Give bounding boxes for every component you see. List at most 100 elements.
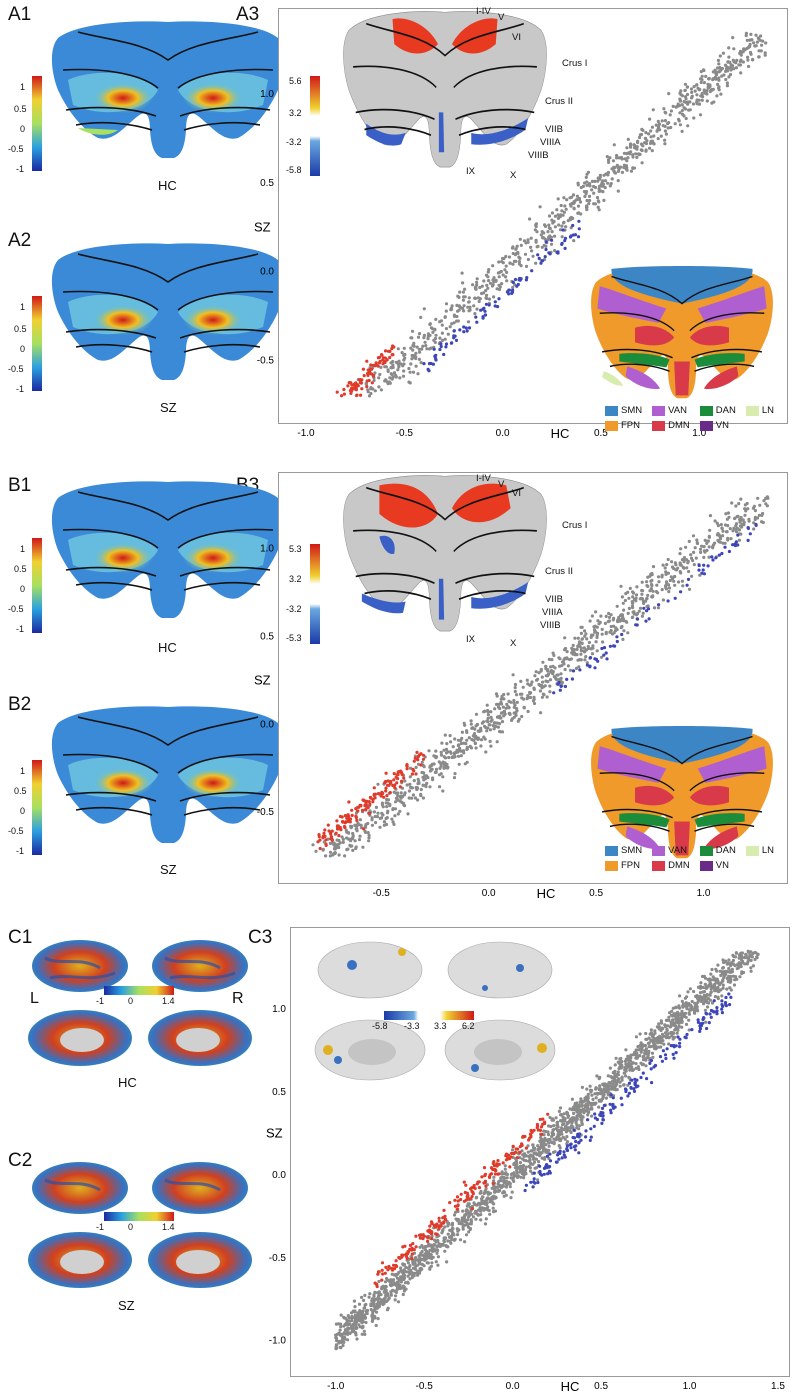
scatter-point [350,1319,354,1323]
scatter-point [372,373,376,377]
scatter-point [417,781,421,785]
scatter-point [649,1067,653,1071]
scatter-point [515,700,519,704]
scatter-point [727,966,731,971]
scatter-point [626,631,630,635]
scatter-point [421,753,426,757]
scatter-point [401,1273,405,1277]
scatter-point [431,776,435,780]
scatter-point [753,957,757,962]
scatter-point [434,770,438,774]
scatter-point [524,264,529,268]
scatter-point [515,1168,519,1172]
scatter-point [584,655,588,659]
scatter-point [515,244,519,248]
scatter-point [544,247,548,252]
scatter-point [481,307,485,311]
scatter-point [511,288,515,292]
t-colorbar-tick: 3.3 [434,1021,447,1031]
scatter-point [379,1293,383,1297]
scatter-point [673,583,677,587]
scatter-point [635,585,639,589]
scatter-point [724,512,728,516]
scatter-point [667,1042,671,1046]
scatter-point [421,796,425,800]
scatter-point [589,1135,593,1139]
scatter-point [635,623,639,627]
scatter-point [519,679,523,683]
scatter-point [517,260,521,264]
scatter-point [716,82,720,86]
scatter-point [609,182,613,186]
scatter-point [491,1197,495,1201]
scatter-point [576,235,581,239]
scatter-point [624,164,629,168]
colorbar-tick: -1 [96,1222,105,1232]
scatter-point [547,1144,551,1148]
scatter-point [337,834,341,838]
scatter-point [619,165,623,169]
scatter-point [473,741,477,746]
scatter-point [449,307,453,312]
scatter-point [424,784,428,789]
scatter-point [457,308,461,312]
scatter-point [561,1118,565,1122]
scatter-point [751,964,755,968]
scatter-point [721,983,725,987]
scatter-point [477,729,481,733]
scatter-point [386,798,391,802]
scatter-point [671,1006,675,1010]
scatter-point [410,1248,414,1252]
scatter-point [386,809,390,813]
scatter-point [690,574,694,578]
scatter-point [563,684,567,689]
scatter-point [558,688,562,692]
scatter-point [685,1032,689,1037]
scatter-point [488,281,493,285]
scatter-point [388,1266,392,1270]
scatter-point [576,636,580,640]
scatter-point [632,143,636,147]
scatter-point [615,156,619,160]
scatter-point [422,1234,426,1238]
scatter-point [601,640,605,644]
scatter-point [470,737,474,742]
scatter-point [419,315,423,319]
scatter-point [524,1165,528,1169]
scatter-point [386,1298,390,1302]
scatter-point [370,381,374,385]
scatter-point [570,677,574,681]
scatter-point [549,242,554,246]
scatter-point [510,717,514,721]
scatter-point [668,1011,672,1015]
scatter-point [585,172,589,176]
scatter-point [389,361,393,365]
scatter-point [583,629,587,633]
scatter-point [455,319,459,323]
scatter-point [535,1153,539,1157]
scatter-point [571,669,576,673]
y-tick-label: 0.0 [272,1170,286,1181]
scatter-point [731,953,735,957]
scatter-point [615,604,619,608]
scatter-point [651,565,656,569]
scatter-point [406,812,410,816]
scatter-point [503,1164,507,1168]
scatter-point [721,986,725,990]
scatter-point [442,352,446,357]
scatter-point [348,1331,352,1335]
scatter-point [632,1087,636,1091]
scatter-point [634,1066,638,1070]
scatter-point [438,320,442,324]
scatter-point [576,644,580,648]
scatter-point [613,644,617,648]
scatter-point [341,1332,345,1336]
scatter-point [385,805,389,809]
scatter-point [323,828,327,832]
scatter-point [340,394,344,398]
scatter-point [567,1119,572,1123]
scatter-point [470,726,474,730]
scatter-point [563,636,567,640]
scatter-point [395,1280,399,1284]
scatter-point [361,1314,365,1318]
